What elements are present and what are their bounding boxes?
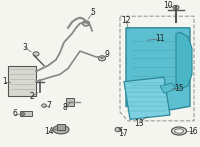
Circle shape bbox=[115, 127, 121, 132]
Bar bbox=[20, 111, 32, 116]
Text: 12: 12 bbox=[121, 16, 131, 25]
Text: 13: 13 bbox=[134, 118, 144, 127]
Circle shape bbox=[33, 52, 39, 56]
Bar bbox=[57, 124, 65, 130]
Circle shape bbox=[82, 21, 90, 26]
Polygon shape bbox=[160, 83, 176, 93]
Polygon shape bbox=[124, 77, 170, 119]
Text: 6: 6 bbox=[13, 109, 17, 118]
Polygon shape bbox=[126, 28, 190, 111]
Text: 8: 8 bbox=[63, 103, 67, 112]
Text: 15: 15 bbox=[174, 84, 184, 93]
Text: 7: 7 bbox=[47, 101, 51, 110]
Ellipse shape bbox=[138, 37, 152, 43]
Text: 1: 1 bbox=[3, 77, 7, 86]
Text: 9: 9 bbox=[105, 50, 109, 59]
Circle shape bbox=[98, 56, 106, 61]
Bar bbox=[66, 98, 74, 106]
Circle shape bbox=[173, 5, 179, 10]
Text: 5: 5 bbox=[91, 8, 95, 17]
Text: 14: 14 bbox=[44, 127, 54, 136]
Text: 16: 16 bbox=[188, 127, 198, 136]
Polygon shape bbox=[8, 66, 36, 96]
Ellipse shape bbox=[53, 125, 69, 134]
Text: 11: 11 bbox=[155, 34, 165, 43]
Polygon shape bbox=[176, 32, 192, 89]
Circle shape bbox=[42, 104, 46, 107]
Text: 10: 10 bbox=[163, 1, 173, 10]
Circle shape bbox=[21, 113, 25, 115]
Text: 3: 3 bbox=[23, 43, 27, 52]
Ellipse shape bbox=[174, 129, 184, 133]
Text: 17: 17 bbox=[119, 129, 128, 138]
Ellipse shape bbox=[172, 127, 186, 135]
Text: 2: 2 bbox=[30, 92, 34, 101]
